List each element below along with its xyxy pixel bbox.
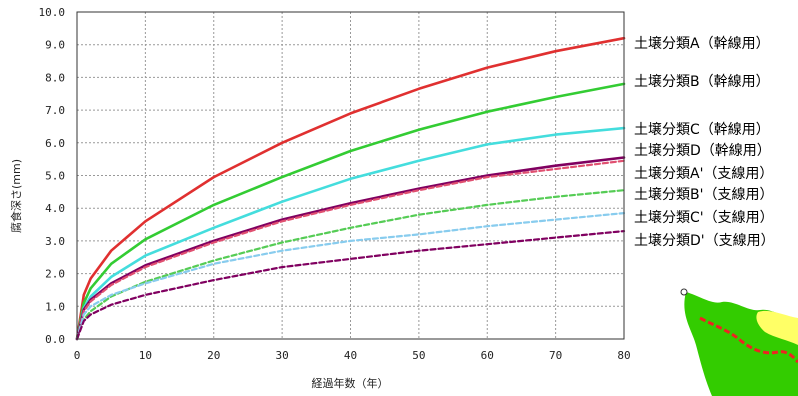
x-tick-label: 20: [207, 349, 220, 362]
x-tick-label: 70: [549, 349, 562, 362]
plot-frame: [76, 11, 625, 340]
x-tick-label: 80: [617, 349, 630, 362]
y-tick-label: 7.0: [45, 104, 65, 117]
y-tick-label: 10.0: [39, 6, 66, 19]
x-tick-label: 50: [412, 349, 425, 362]
x-tick-labels: 0 10 20 30 40 50 60 70 80: [74, 349, 631, 362]
inset-map-route: [699, 316, 798, 364]
y-tick-label: 6.0: [45, 137, 65, 150]
legend: 土壌分類A（幹線用） 土壌分類B（幹線用） 土壌分類C（幹線用） 土壌分類D（幹線用）…: [634, 35, 775, 249]
inset-map: [672, 288, 798, 396]
y-tick-label: 9.0: [45, 39, 65, 52]
x-axis-title: 経過年数（年）: [312, 376, 389, 390]
series-layer: [75, 36, 626, 341]
legend-entry: 土壌分類A'（支線用）: [634, 166, 773, 182]
series-line: [75, 82, 626, 341]
inset-map-area: [756, 310, 798, 345]
circle-marker-icon: [680, 288, 688, 296]
series-line: [75, 230, 626, 341]
y-tick-label: 0.0: [45, 333, 65, 346]
series-line: [75, 159, 626, 341]
y-tick-label: 2.0: [45, 268, 65, 281]
x-tick-label: 0: [74, 349, 81, 362]
legend-entry: 土壌分類C'（支線用）: [634, 210, 774, 226]
y-tick-label: 8.0: [45, 71, 65, 84]
legend-entry: 土壌分類C（幹線用）: [634, 121, 770, 138]
legend-entry: 土壌分類B'（支線用）: [634, 187, 773, 203]
y-axis-title: 腐食深さ(mm): [9, 159, 23, 233]
legend-entry: 土壌分類B（幹線用）: [634, 73, 770, 90]
legend-entry: 土壌分類A（幹線用）: [634, 35, 770, 52]
x-tick-label: 40: [344, 349, 357, 362]
y-tick-label: 4.0: [45, 202, 65, 215]
x-tick-label: 30: [276, 349, 289, 362]
y-tick-label: 5.0: [45, 170, 65, 183]
x-tick-label: 60: [481, 349, 494, 362]
series-line: [75, 212, 626, 341]
legend-entry: 土壌分類D'（支線用）: [634, 233, 775, 249]
legend-entry: 土壌分類D（幹線用）: [634, 142, 771, 159]
series-line: [75, 126, 626, 341]
y-tick-labels: 0.0 1.0 2.0 3.0 4.0 5.0 6.0 7.0 8.0 9.0 10.0: [39, 6, 66, 346]
y-tick-label: 3.0: [45, 235, 65, 248]
series-line: [75, 189, 626, 341]
x-tick-label: 10: [139, 349, 152, 362]
y-tick-label: 1.0: [45, 300, 65, 313]
series-line: [75, 36, 626, 341]
